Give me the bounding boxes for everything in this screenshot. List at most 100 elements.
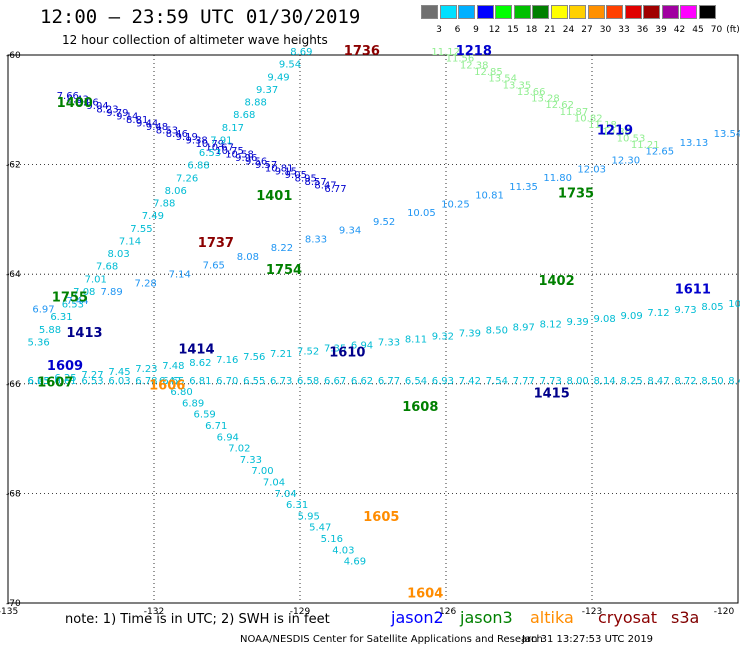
track: 7.668.439.069.048.239.799.148.819.449.48… (57, 91, 347, 195)
swh-value: 13.13 (680, 138, 709, 149)
swh-value: 11.21 (631, 140, 660, 151)
swh-value: 6.94 (217, 432, 239, 443)
page-title: 12:00 – 23:59 UTC 01/30/2019 (40, 6, 361, 28)
swh-value: 10.79 (195, 139, 224, 150)
swh-value: 7.42 (459, 376, 481, 387)
swh-value: 10.25 (441, 199, 470, 210)
swh-value: 7.44 (66, 296, 88, 307)
swh-value: 11.80 (543, 173, 572, 184)
pass-time-marker: 1611 (675, 282, 711, 297)
swh-value: 6.65 (162, 376, 184, 387)
track: 6.63 6.25 7.27 7.45 7.23 7.48 8.62 7.16 7.56 7.21… (27, 299, 740, 387)
pass-time-marker: 1400 (57, 96, 93, 111)
swh-value: 9.54 (279, 60, 301, 71)
swh-value: 6.03 (108, 376, 130, 387)
swh-value: 6.25 (27, 376, 49, 387)
pass-time-marker: 1608 (402, 400, 438, 415)
scale-label: 9 (473, 25, 479, 35)
swh-value: 7.16 (216, 355, 238, 366)
swh-value: 12.30 (611, 156, 640, 167)
scale-label: 45 (692, 25, 704, 35)
swh-value: 9.38 (186, 136, 208, 147)
swh-value: 9.79 (106, 108, 128, 119)
scale-label: 24 (562, 25, 575, 35)
swh-value: 11.56 (446, 54, 475, 65)
swh-value: 7.52 (297, 346, 319, 357)
scale-label: 6 (454, 25, 461, 35)
swh-value: 6.88 (187, 161, 209, 172)
scale-unit: (ft) (726, 25, 740, 35)
swh-value: 8.88 (245, 98, 267, 109)
swh-value: 6.59 (194, 410, 216, 421)
swh-value: 8.53 (156, 125, 178, 136)
swh-value: 7.54 (486, 376, 508, 387)
track: 6.426.806.896.596.716.947.027.337.007.04… (159, 376, 366, 568)
swh-value: 10.82 (574, 114, 603, 125)
pass-time-marker: 1607 (37, 376, 73, 391)
scale-label: 15 (507, 25, 519, 35)
swh-value: 9.52 (373, 217, 395, 228)
scale-label: 33 (618, 25, 630, 35)
swh-value: 7.33 (240, 455, 262, 466)
pass-time-marker: 1415 (534, 387, 570, 402)
swh-value: 8.46 (166, 129, 188, 140)
swh-value: 10.67 (205, 143, 234, 154)
scale-swatch (587, 5, 605, 19)
swh-value: 8.14 (593, 376, 615, 387)
swh-value: 8.06 (165, 186, 187, 197)
swh-value: 7.23 (135, 364, 157, 375)
swh-value: 12.03 (577, 164, 606, 175)
swh-value: 7.68 (96, 262, 118, 273)
scale-label: 70 (710, 25, 723, 35)
swh-value: 9.19 (176, 132, 198, 143)
pass-time-marker: 1736 (344, 44, 380, 59)
pass-time-marker: 1609 (47, 359, 83, 374)
swh-value: 6.31 (286, 500, 308, 511)
swh-value: 6.62 (351, 376, 373, 387)
track: 6.25 6.61 6.53 6.03 6.78 6.65 6.81 6.70 6.55 6.73… (27, 376, 740, 387)
swh-value: 8.45 (728, 376, 740, 387)
swh-value: 7.21 (270, 349, 292, 360)
swh-value: 5.36 (27, 337, 49, 348)
scale-swatch (569, 5, 586, 19)
swh-value: 6.67 (324, 376, 346, 387)
scale-label: 36 (636, 25, 649, 35)
swh-value: 7.04 (263, 478, 285, 489)
pass-time-marker: 1735 (558, 186, 594, 201)
pass-time-marker: 1605 (363, 510, 399, 525)
scale-swatch (513, 5, 531, 19)
swh-value: 4.69 (344, 557, 366, 568)
swh-value: 11.18 (588, 120, 617, 131)
swh-value: 8.50 (701, 376, 723, 387)
swh-value: 10.75 (215, 146, 244, 157)
swh-value: 5.88 (39, 325, 61, 336)
swh-value: 6.61 (54, 376, 76, 387)
swh-value: 8.47 (314, 181, 336, 192)
swh-value: 7.49 (142, 211, 164, 222)
swh-value: 7.35 (324, 343, 346, 354)
swh-value: 10.36 (602, 127, 631, 138)
swh-value: 6.70 (216, 376, 238, 387)
pass-time-marker: 1737 (198, 236, 234, 251)
scale-swatch (643, 5, 660, 19)
scale-label: 3 (436, 25, 442, 35)
pass-time-marker: 1218 (456, 44, 492, 59)
swh-value: 6.77 (378, 376, 400, 387)
swh-value: 6.53 (81, 376, 103, 387)
lat-label: -64 (6, 270, 21, 280)
swh-value: 13.54 (714, 129, 740, 140)
swh-value: 5.47 (309, 523, 331, 534)
swh-value: 8.00 (567, 376, 589, 387)
swh-value: 6.93 (432, 376, 454, 387)
generated-timestamp: Jan 31 13:27:53 UTC 2019 (522, 634, 654, 645)
swh-value: 10.05 (407, 208, 436, 219)
swh-value: 7.39 (459, 329, 481, 340)
scale-label: 21 (544, 25, 556, 35)
swh-value: 9.73 (674, 305, 696, 316)
scale-label: 12 (488, 25, 501, 35)
swh-value: 7.48 (162, 361, 184, 372)
swh-value: 8.43 (67, 94, 89, 105)
track: 11.1211.5612.3812.8513.5413.3513.6613.28… (431, 47, 659, 151)
